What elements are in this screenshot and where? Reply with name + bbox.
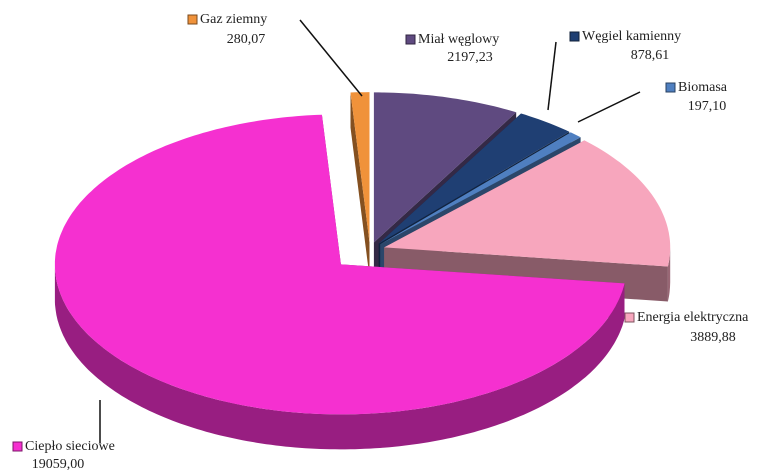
legend-swatch bbox=[187, 14, 198, 25]
value-label: 878,61 bbox=[631, 48, 670, 63]
legend-swatch bbox=[405, 34, 416, 45]
category-label: Energia elektryczna bbox=[637, 310, 749, 325]
leader-line bbox=[299, 19, 363, 97]
slice bbox=[350, 92, 370, 243]
leader-line bbox=[577, 91, 641, 123]
category-label: Biomasa bbox=[678, 80, 728, 95]
legend-swatch bbox=[569, 31, 580, 42]
slice bbox=[54, 114, 625, 415]
slice bbox=[380, 132, 581, 245]
category-label: Gaz ziemny bbox=[200, 12, 267, 27]
leader-line bbox=[547, 41, 557, 111]
category-label: Miał węglowy bbox=[418, 32, 499, 47]
value-label: 3889,88 bbox=[690, 330, 736, 345]
category-label: Węgiel kamienny bbox=[582, 29, 681, 44]
slice bbox=[384, 140, 671, 267]
slice bbox=[373, 92, 517, 243]
slice-side bbox=[667, 247, 671, 302]
legend-swatch bbox=[624, 312, 635, 323]
value-label: 280,07 bbox=[227, 32, 266, 47]
value-label: 19059,00 bbox=[32, 457, 85, 472]
slice-wall bbox=[350, 92, 370, 278]
legend-swatch bbox=[12, 441, 23, 452]
value-label: 197,10 bbox=[688, 99, 727, 114]
value-label: 2197,23 bbox=[447, 50, 493, 65]
category-label: Ciepło sieciowe bbox=[25, 439, 115, 454]
slice-side bbox=[54, 264, 625, 450]
slice bbox=[378, 113, 570, 244]
legend-swatch bbox=[665, 82, 676, 93]
